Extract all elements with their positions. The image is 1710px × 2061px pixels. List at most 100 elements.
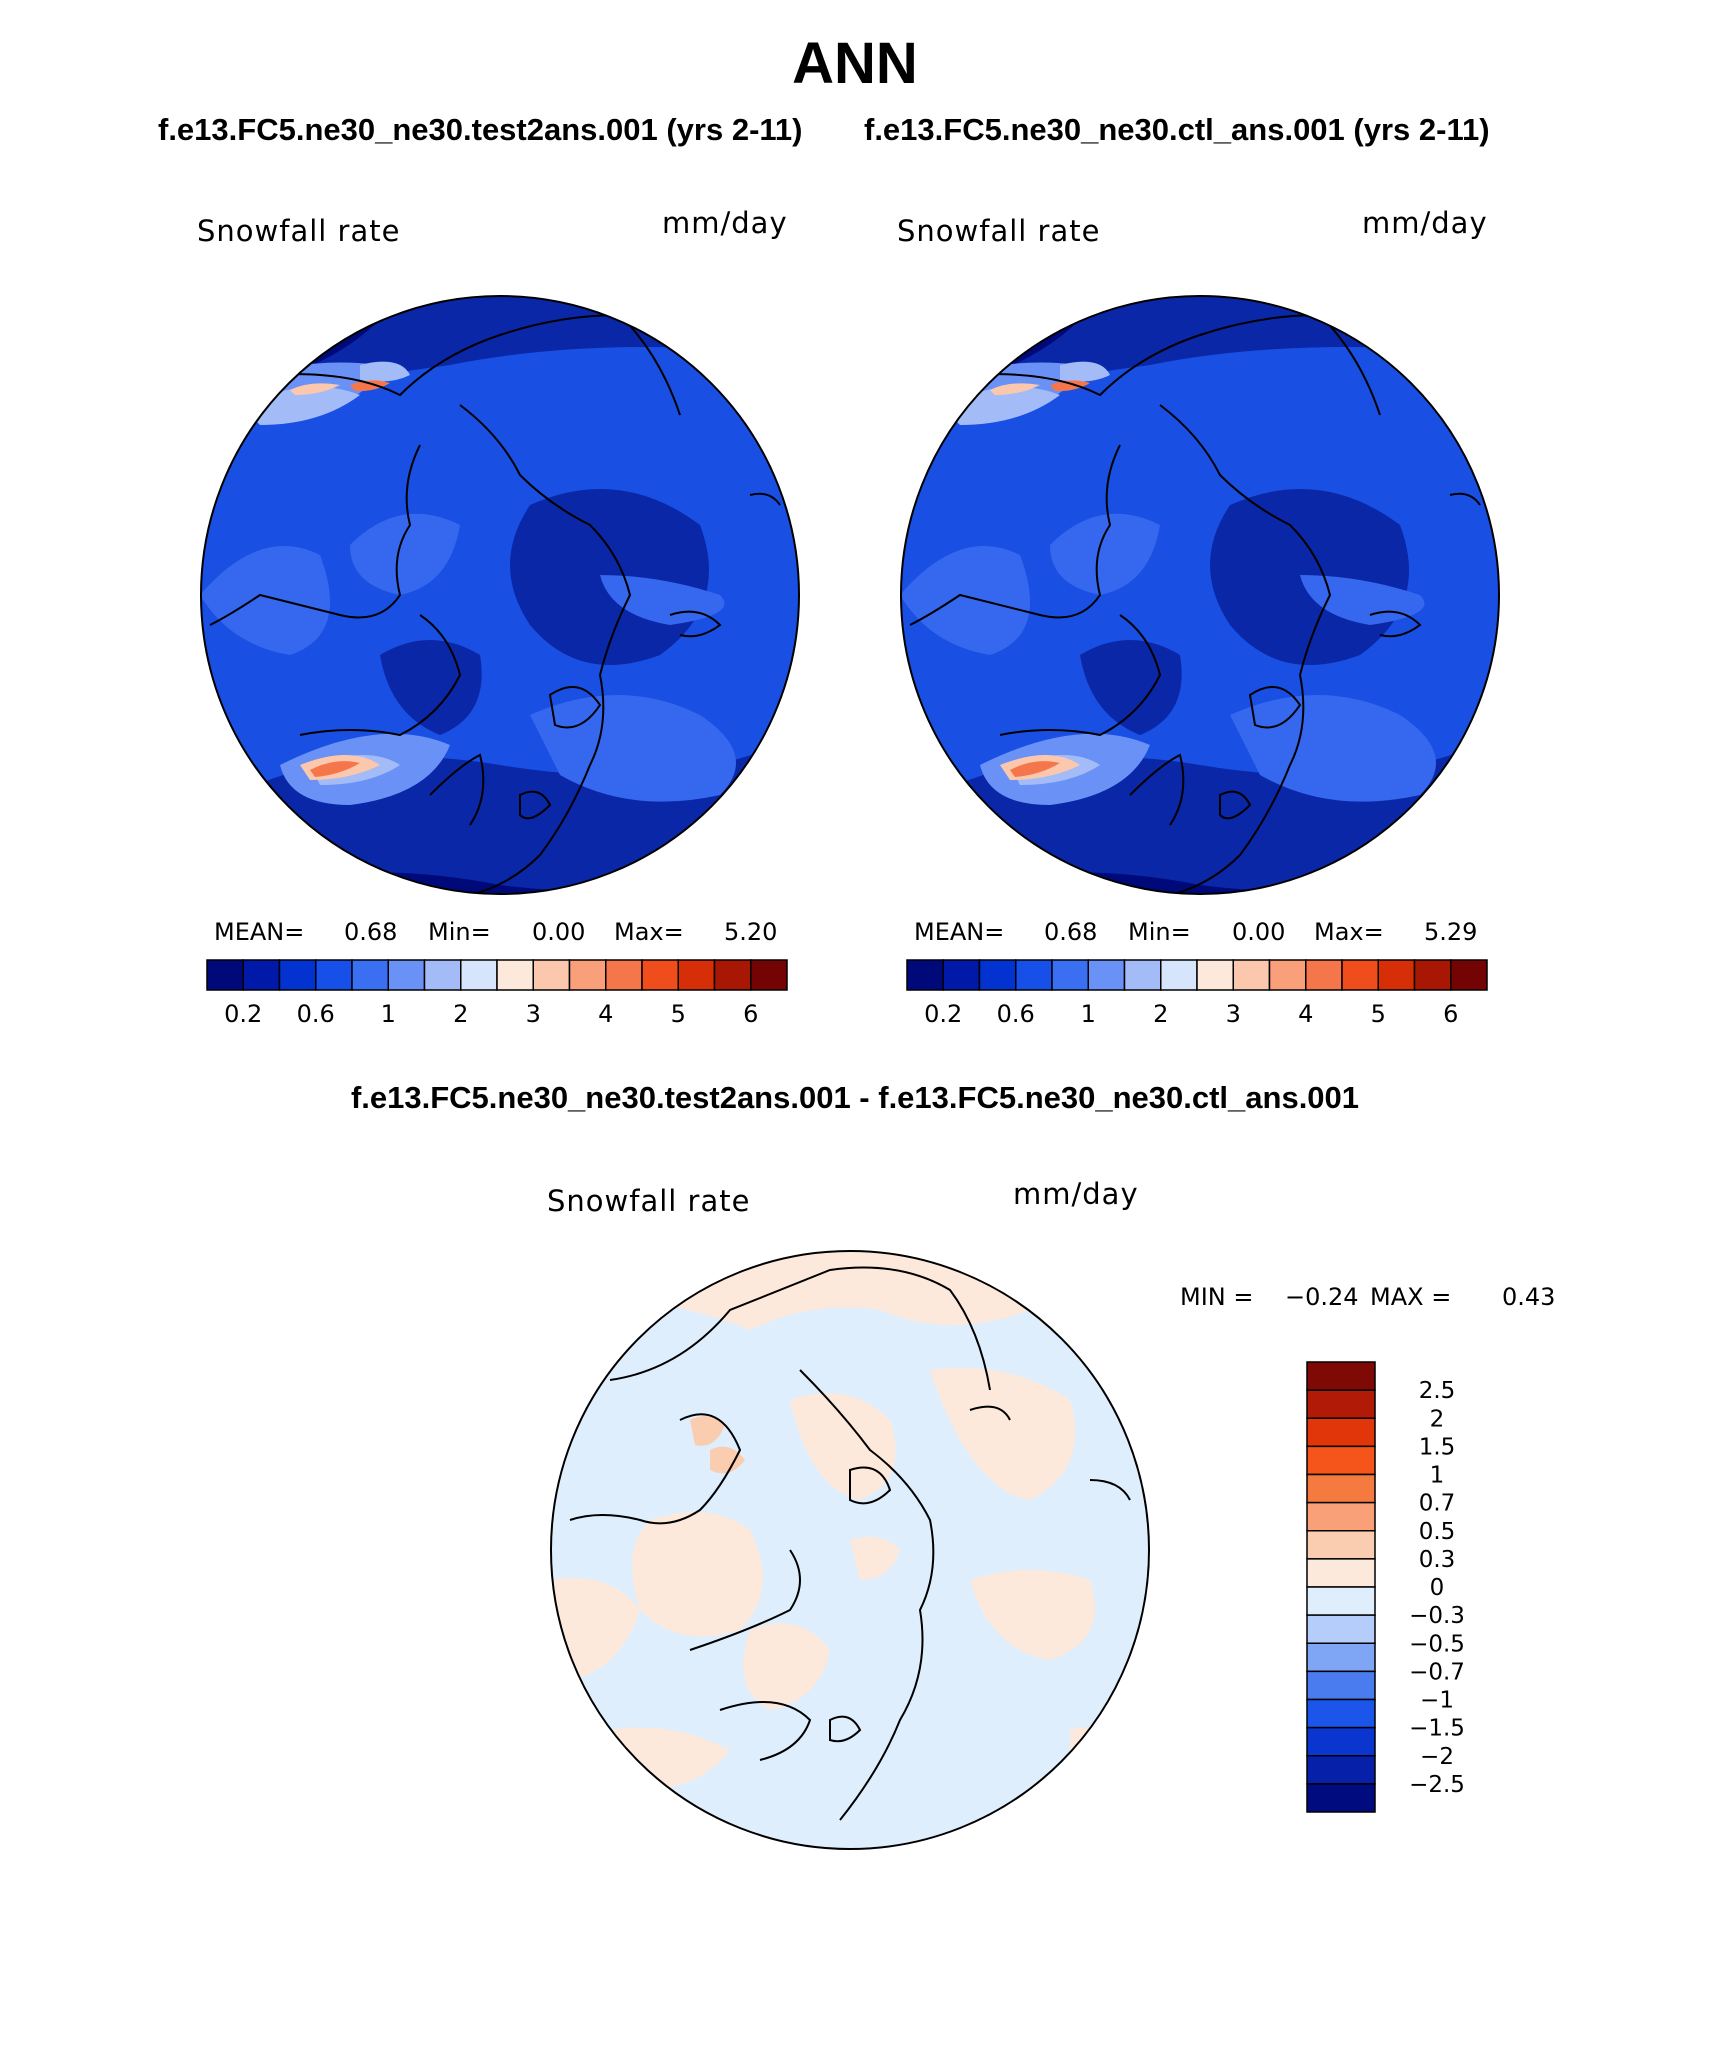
panel1-stats: MEAN= 0.68 Min= 0.00 Max= 5.20 bbox=[214, 918, 794, 948]
panel1-colorbar-swatch-13 bbox=[677, 959, 716, 991]
panel2-units-label: mm/day bbox=[1362, 206, 1488, 240]
panel2-colorbar-swatch-7 bbox=[1160, 959, 1198, 991]
panel1-colorbar-tick-label: 1 bbox=[381, 1000, 396, 1028]
panel2-min-label: Min= bbox=[1128, 918, 1191, 946]
panel2-colorbar-swatch-13 bbox=[1377, 959, 1416, 991]
panel1-map-border bbox=[200, 295, 800, 895]
panel1-polar-map bbox=[200, 295, 800, 895]
diff-field bbox=[551, 1251, 1149, 1849]
panel2-max-label: Max= bbox=[1314, 918, 1384, 946]
panel2-polar-map bbox=[900, 295, 1500, 895]
diff-colorbar-tick-label: 1.5 bbox=[1419, 1434, 1456, 1460]
panel2-colorbar-tick-label: 0.2 bbox=[924, 1000, 962, 1028]
diff-colorbar-swatch-13 bbox=[1306, 1726, 1376, 1757]
panel1-max-value: 5.20 bbox=[724, 918, 778, 946]
diff-colorbar-swatch-14 bbox=[1306, 1755, 1376, 1785]
panel1-colorbar-tick-label: 5 bbox=[671, 1000, 686, 1028]
diff-colorbar-tick-label: −2.5 bbox=[1409, 1772, 1465, 1798]
panel2-colorbar-swatch-3 bbox=[1015, 959, 1053, 991]
panel2-colorbar-swatch-9 bbox=[1232, 959, 1271, 991]
diff-variable-label: Snowfall rate bbox=[547, 1184, 751, 1218]
panel1-mean-value: 0.68 bbox=[344, 918, 398, 946]
diff-colorbar-swatch-10 bbox=[1306, 1642, 1376, 1673]
panel2-colorbar-swatch-10 bbox=[1268, 959, 1307, 991]
diff-colorbar-tick-label: −1 bbox=[1420, 1688, 1454, 1714]
panel1-colorbar-tick-label: 0.2 bbox=[224, 1000, 262, 1028]
panel1-mean-label: MEAN= bbox=[214, 918, 305, 946]
panel2-colorbar-swatch-5 bbox=[1087, 959, 1126, 991]
diff-colorbar-tick-label: −0.7 bbox=[1409, 1659, 1465, 1685]
panel1-colorbar-swatch-1 bbox=[242, 959, 281, 991]
panel1-colorbar-swatch-0 bbox=[206, 959, 244, 991]
diff-colorbar-tick-label: 0.3 bbox=[1419, 1547, 1456, 1573]
panel2-mean-label: MEAN= bbox=[914, 918, 1005, 946]
panel2-colorbar-swatch-6 bbox=[1123, 959, 1162, 991]
diff-min-value: −0.24 bbox=[1285, 1283, 1359, 1311]
diff-colorbar-tick-label: 0 bbox=[1430, 1575, 1445, 1601]
panel1-colorbar-tick-label: 2 bbox=[453, 1000, 468, 1028]
panel2-colorbar-tick-label: 5 bbox=[1371, 1000, 1386, 1028]
diff-colorbar-tick-label: 2.5 bbox=[1419, 1378, 1456, 1404]
diff-max-value: 0.43 bbox=[1502, 1283, 1556, 1311]
panel1-colorbar-swatch-14 bbox=[713, 959, 752, 991]
panel1-colorbar-swatch-11 bbox=[605, 959, 643, 991]
panel2-colorbar-tick-label: 0.6 bbox=[997, 1000, 1035, 1028]
diff-colorbar-swatch-6 bbox=[1306, 1530, 1376, 1560]
diff-colorbar: 2.521.5 10.70.50.30−0.3−0.5−0.7 −1−1.5−2−2… bbox=[1306, 1361, 1465, 1813]
diff-colorbar-tick-label: 0.7 bbox=[1419, 1491, 1456, 1517]
diff-colorbar-swatch-12 bbox=[1306, 1698, 1376, 1729]
diff-colorbar-swatch-2 bbox=[1306, 1417, 1376, 1448]
diff-map-border bbox=[550, 1250, 1150, 1850]
diff-min-label: MIN = bbox=[1180, 1283, 1254, 1311]
diff-colorbar-tick-label: −1.5 bbox=[1409, 1716, 1465, 1742]
panel2-colorbar-swatch-8 bbox=[1196, 959, 1234, 991]
diff-colorbar-tick-label: 2 bbox=[1430, 1406, 1445, 1432]
panel2-colorbar-tick-label: 1 bbox=[1081, 1000, 1096, 1028]
panel1-colorbar: 0.2 0.6 1 2 3 4 5 6 bbox=[206, 959, 788, 1028]
panel2-colorbar-swatch-11 bbox=[1305, 959, 1343, 991]
panel2-colorbar-tick-label: 6 bbox=[1443, 1000, 1458, 1028]
panel2-colorbar-swatch-14 bbox=[1413, 959, 1452, 991]
panel1-colorbar-tick-label: 3 bbox=[526, 1000, 541, 1028]
panel1-max-label: Max= bbox=[614, 918, 684, 946]
panel2-field bbox=[901, 296, 1499, 894]
case-title-test: f.e13.FC5.ne30_ne30.test2ans.001 (yrs 2-… bbox=[158, 112, 803, 147]
diff-colorbar-swatch-15 bbox=[1306, 1783, 1376, 1813]
panel1-colorbar-swatch-5 bbox=[387, 959, 426, 991]
panel1-colorbar-swatch-12 bbox=[641, 959, 679, 991]
diff-colorbar-swatch-0 bbox=[1306, 1361, 1376, 1391]
panel1-colorbar-tick-label: 6 bbox=[743, 1000, 758, 1028]
diff-polar-map bbox=[550, 1250, 1150, 1850]
panel2-colorbar: 0.2 0.6 1 2 3 4 5 6 bbox=[906, 959, 1488, 1028]
diff-colorbar-tick-label: −0.3 bbox=[1409, 1603, 1465, 1629]
panel2-map-border bbox=[900, 295, 1500, 895]
panel2-colorbar-tick-label: 2 bbox=[1153, 1000, 1168, 1028]
panel2-stats: MEAN= 0.68 Min= 0.00 Max= 5.29 bbox=[914, 918, 1494, 948]
panel2-colorbar-swatch-0 bbox=[906, 959, 944, 991]
diff-units-label: mm/day bbox=[1013, 1177, 1139, 1211]
diff-colorbar-swatch-7 bbox=[1306, 1558, 1376, 1588]
case-title-control: f.e13.FC5.ne30_ne30.ctl_ans.001 (yrs 2-1… bbox=[864, 112, 1490, 147]
panel1-colorbar-swatch-8 bbox=[496, 959, 534, 991]
diff-colorbar-swatch-9 bbox=[1306, 1614, 1376, 1644]
panel1-field bbox=[201, 296, 799, 894]
diff-title: f.e13.FC5.ne30_ne30.test2ans.001 - f.e13… bbox=[350, 1080, 1360, 1115]
panel2-colorbar-tick-label: 3 bbox=[1226, 1000, 1241, 1028]
diff-colorbar-swatch-4 bbox=[1306, 1473, 1376, 1504]
panel1-colorbar-swatch-9 bbox=[532, 959, 571, 991]
panel1-colorbar-swatch-4 bbox=[351, 959, 389, 991]
panel2-colorbar-tick-label: 4 bbox=[1298, 1000, 1313, 1028]
panel2-coastlines bbox=[909, 313, 1481, 894]
panel1-colorbar-swatch-3 bbox=[315, 959, 353, 991]
panel1-colorbar-swatch-6 bbox=[423, 959, 462, 991]
diff-colorbar-swatch-5 bbox=[1306, 1501, 1376, 1532]
diff-colorbar-swatch-11 bbox=[1306, 1670, 1376, 1701]
panel2-min-value: 0.00 bbox=[1232, 918, 1286, 946]
panel1-variable-label: Snowfall rate bbox=[197, 214, 401, 248]
diff-max-label: MAX = bbox=[1370, 1283, 1452, 1311]
panel1-colorbar-swatch-7 bbox=[460, 959, 498, 991]
panel1-colorbar-tick-label: 0.6 bbox=[297, 1000, 335, 1028]
panel2-max-value: 5.29 bbox=[1424, 918, 1478, 946]
diff-stats: MIN = −0.24 MAX = 0.43 bbox=[1180, 1283, 1600, 1313]
panel1-min-value: 0.00 bbox=[532, 918, 586, 946]
